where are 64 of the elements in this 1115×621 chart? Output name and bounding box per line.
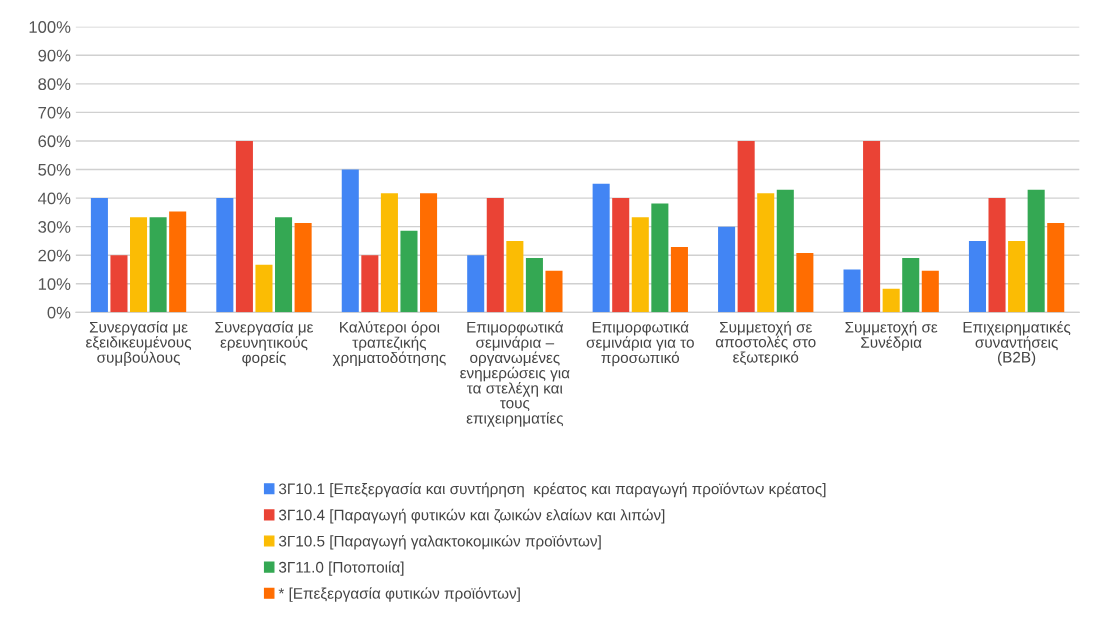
bar xyxy=(506,240,524,313)
bar xyxy=(110,255,128,313)
bar xyxy=(988,198,1006,313)
x-tick-label: Επιμορφωτικά σεμινάρια για το προσωπικό xyxy=(586,320,694,367)
y-tick-label: 90% xyxy=(38,49,71,62)
bar xyxy=(400,230,418,313)
bar xyxy=(525,258,543,313)
bar xyxy=(361,255,379,313)
bar xyxy=(796,252,814,313)
y-tick-label: 40% xyxy=(37,192,71,205)
x-tick-label: Καλύτεροι όροι τραπεζικής χρηματοδότησης xyxy=(332,320,446,367)
x-tick-label: Συμμετοχή σε Συνέδρια xyxy=(845,320,938,351)
bar xyxy=(216,198,234,313)
bar xyxy=(420,193,438,313)
bar xyxy=(612,198,630,313)
y-tick-label: 100% xyxy=(29,21,71,33)
bar xyxy=(757,193,775,313)
y-tick-label: 30% xyxy=(38,221,71,233)
bar xyxy=(718,226,736,313)
bar xyxy=(843,269,861,313)
bar xyxy=(882,288,900,313)
y-tick-label: 60% xyxy=(38,135,71,148)
x-tick-label: Επιχειρηματικές συναντήσεις (B2B) xyxy=(963,320,1071,366)
bar xyxy=(255,264,273,313)
x-tick-label: Συμμετοχή σε αποστολές στο εξωτερικό xyxy=(715,320,816,366)
bar xyxy=(149,217,167,313)
legend-label: 3Γ10.1 [Επεξεργασία και συντήρηση κρέατος και παραγωγή προϊόντων κρέατος] xyxy=(278,482,826,498)
y-tick-label: 20% xyxy=(38,249,71,262)
bar xyxy=(90,198,108,313)
bar xyxy=(169,211,187,313)
bar xyxy=(651,203,669,313)
bar xyxy=(130,217,148,313)
bar xyxy=(902,258,920,313)
y-tick-label: 10% xyxy=(38,278,71,290)
bar xyxy=(235,140,253,313)
bar xyxy=(341,169,359,313)
bar xyxy=(921,270,939,313)
x-tick-label: Επιμορφωτικά σεμινάρια – οργανωμένες ενημερώσεις για τα στελέχη και τους επιχειρηματίες xyxy=(460,320,570,427)
legend-label: 3Γ10.5 [Παραγωγή γαλακτοκομικών προϊόντων] xyxy=(278,534,601,550)
bar xyxy=(968,240,986,313)
bar xyxy=(275,217,293,313)
bar xyxy=(545,270,563,313)
x-tick-label: Συνεργασία με εξειδικευμένους συμβούλους xyxy=(86,320,192,366)
legend-label: 3Γ11.0 [Ποτοποιία] xyxy=(278,561,404,576)
y-tick-label: 80% xyxy=(38,78,71,91)
bar xyxy=(863,140,881,313)
bar xyxy=(592,183,610,313)
bar xyxy=(1008,240,1026,313)
x-tick-label: Συνεργασία με ερευνητικούς φορείς xyxy=(215,320,314,367)
bar xyxy=(631,217,649,313)
y-tick-label: 70% xyxy=(38,106,71,119)
y-tick-label: 0% xyxy=(47,306,71,319)
legend-label: 3Γ10.4 [Παραγωγή φυτικών και ζωικών ελαίων και λιπών] xyxy=(278,508,665,524)
bar xyxy=(737,140,755,313)
legend-label: * [Επεξεργασία φυτικών προϊόντων] xyxy=(278,587,520,602)
bar xyxy=(486,198,504,313)
y-tick-label: 50% xyxy=(38,163,71,176)
bar xyxy=(294,222,312,313)
bar xyxy=(670,246,688,313)
bar xyxy=(1047,222,1065,313)
bar xyxy=(776,189,794,313)
bar xyxy=(1027,189,1045,313)
bar xyxy=(467,255,485,313)
bar xyxy=(380,193,398,313)
